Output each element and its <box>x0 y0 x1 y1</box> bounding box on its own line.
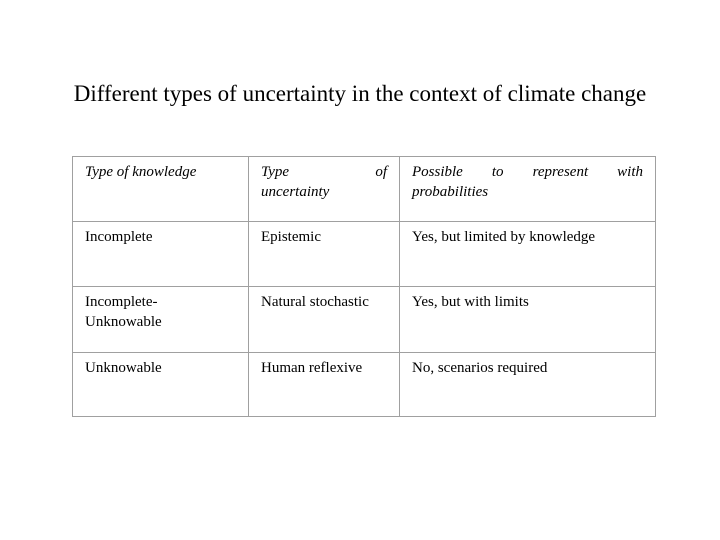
header-word: Possible <box>412 164 463 180</box>
table-row: Incomplete Epistemic Yes, but limited by… <box>72 221 656 287</box>
cell-probabilities-limited-by-knowledge: Yes, but limited by knowledge <box>399 221 656 287</box>
slide-title: Different types of uncertainty in the co… <box>73 81 647 106</box>
header-possible-to-represent: Possible to represent with probabilities <box>399 156 656 222</box>
header-type-of-uncertainty: Type of uncertainty <box>248 156 400 222</box>
header-word: represent <box>532 164 589 180</box>
table-row: Incomplete- Unknowable Natural stochasti… <box>72 286 656 353</box>
header-word: of <box>375 164 387 180</box>
header-type-of-knowledge: Type of knowledge <box>72 156 249 222</box>
cell-knowledge-incomplete: Incomplete <box>72 221 249 287</box>
cell-uncertainty-natural-stochastic: Natural stochastic <box>248 286 400 353</box>
header-line-2: probabilities <box>412 184 489 200</box>
header-word: to <box>491 164 504 180</box>
header-line-1: Possible to represent with <box>412 162 643 182</box>
cell-uncertainty-human-reflexive: Human reflexive <box>248 352 400 417</box>
table-header-row: Type of knowledge Type of uncertainty Po… <box>72 156 656 222</box>
cell-knowledge-unknowable: Unknowable <box>72 352 249 417</box>
header-label: Type of knowledge <box>85 164 197 180</box>
cell-uncertainty-epistemic: Epistemic <box>248 221 400 287</box>
cell-probabilities-scenarios-required: No, scenarios required <box>399 352 656 417</box>
header-line-1: Type of <box>261 162 387 182</box>
header-word: with <box>617 164 643 180</box>
uncertainty-types-table: Type of knowledge Type of uncertainty Po… <box>72 156 656 417</box>
table-row: Unknowable Human reflexive No, scenarios… <box>72 352 656 417</box>
cell-knowledge-incomplete-unknowable: Incomplete- Unknowable <box>72 286 249 353</box>
cell-probabilities-with-limits: Yes, but with limits <box>399 286 656 353</box>
header-word: Type <box>261 164 290 180</box>
header-line-2: uncertainty <box>261 184 330 200</box>
